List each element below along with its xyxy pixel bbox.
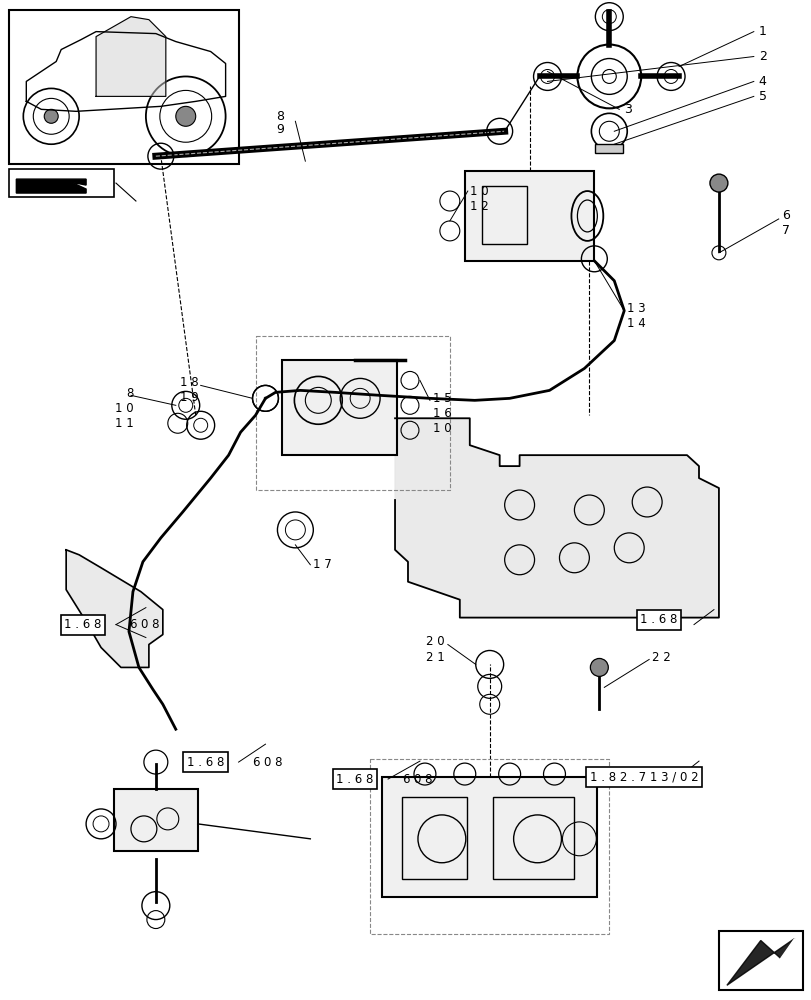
Bar xyxy=(10,10,238,164)
Text: 6: 6 xyxy=(252,756,260,769)
Text: 6: 6 xyxy=(401,773,409,786)
Bar xyxy=(464,171,594,261)
Circle shape xyxy=(709,174,727,192)
Bar xyxy=(401,797,466,879)
Text: 1 2: 1 2 xyxy=(470,200,488,213)
Text: 2 2: 2 2 xyxy=(651,651,670,664)
Bar xyxy=(481,186,526,244)
Polygon shape xyxy=(726,938,794,985)
Bar xyxy=(114,789,197,851)
Bar xyxy=(718,931,801,990)
Text: 1 6: 1 6 xyxy=(432,407,451,420)
Text: 5: 5 xyxy=(757,90,766,103)
Text: 1 . 6 8: 1 . 6 8 xyxy=(64,618,101,631)
Text: 1 . 6 8: 1 . 6 8 xyxy=(187,756,224,769)
Text: 1 5: 1 5 xyxy=(432,392,451,405)
Text: 2 1: 2 1 xyxy=(426,651,444,664)
Bar xyxy=(492,797,573,879)
Text: 1 0: 1 0 xyxy=(470,185,487,198)
Bar xyxy=(370,759,608,934)
Bar xyxy=(255,336,449,490)
Text: 1 3: 1 3 xyxy=(626,302,645,315)
Text: 0 8: 0 8 xyxy=(141,618,159,631)
Circle shape xyxy=(175,106,195,126)
Polygon shape xyxy=(16,179,86,193)
Polygon shape xyxy=(779,938,794,985)
Bar xyxy=(594,144,623,153)
Text: 8: 8 xyxy=(276,110,284,123)
Text: 3: 3 xyxy=(624,103,631,116)
Circle shape xyxy=(44,109,58,123)
Bar xyxy=(382,777,597,897)
Text: 6: 6 xyxy=(781,209,788,222)
Polygon shape xyxy=(66,550,163,667)
Circle shape xyxy=(590,658,607,676)
Text: 8: 8 xyxy=(127,387,134,400)
Text: 1 9: 1 9 xyxy=(180,391,199,404)
Text: 1 0: 1 0 xyxy=(115,402,134,415)
Text: 1 . 6 8: 1 . 6 8 xyxy=(640,613,677,626)
Text: 1 1: 1 1 xyxy=(115,417,134,430)
Text: 4: 4 xyxy=(757,75,766,88)
Text: 1 8: 1 8 xyxy=(180,376,199,389)
Text: 2: 2 xyxy=(757,50,766,63)
Text: 0 8: 0 8 xyxy=(414,773,432,786)
Text: 6: 6 xyxy=(129,618,136,631)
Text: 1 0: 1 0 xyxy=(432,422,451,435)
Bar xyxy=(10,169,114,197)
Text: 0 8: 0 8 xyxy=(264,756,283,769)
Text: 1: 1 xyxy=(757,25,766,38)
Text: 1 . 8 2 . 7 1 3 / 0 2: 1 . 8 2 . 7 1 3 / 0 2 xyxy=(589,771,697,784)
Text: 2 0: 2 0 xyxy=(426,635,444,648)
Text: 1 7: 1 7 xyxy=(313,558,332,571)
Text: 1 4: 1 4 xyxy=(626,317,646,330)
Polygon shape xyxy=(96,17,165,96)
Bar xyxy=(282,360,397,455)
Text: 7: 7 xyxy=(781,224,789,237)
Text: 1 . 6 8: 1 . 6 8 xyxy=(336,773,373,786)
Polygon shape xyxy=(394,418,718,618)
Text: 9: 9 xyxy=(277,123,284,136)
